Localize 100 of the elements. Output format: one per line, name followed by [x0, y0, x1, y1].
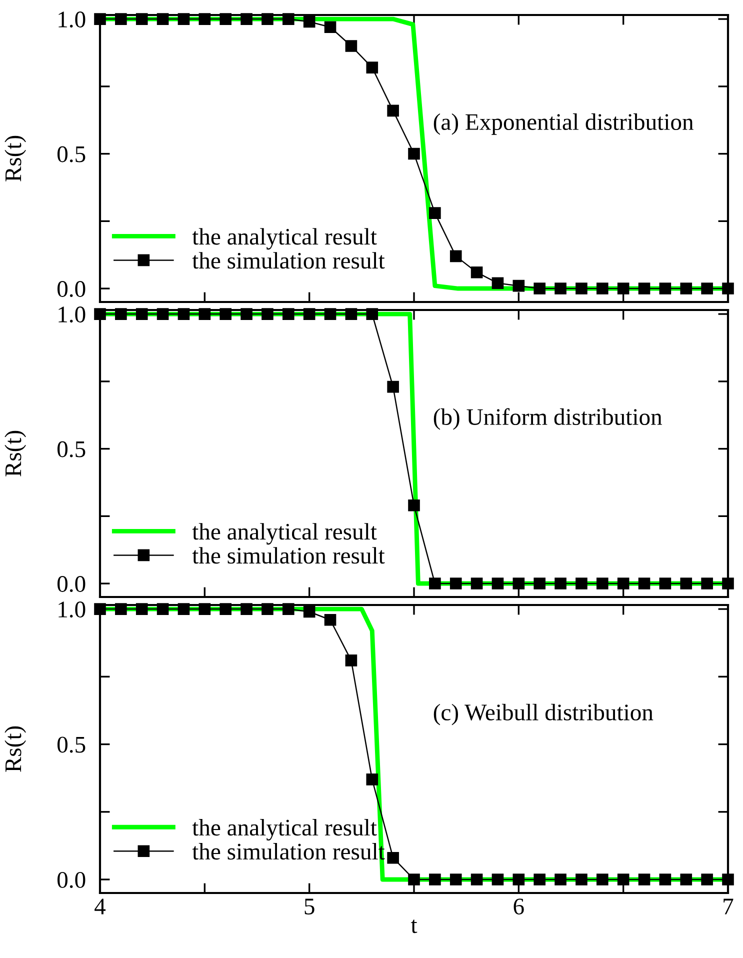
point: [240, 603, 252, 615]
x-tick-label: 4: [94, 898, 106, 914]
point: [512, 280, 525, 292]
point: [115, 308, 127, 320]
point: [554, 874, 566, 886]
point: [178, 603, 190, 615]
point: [429, 207, 441, 219]
point: [303, 606, 316, 618]
y-axis-title: Rs(t): [4, 136, 26, 182]
x-tick-label: 6: [514, 898, 524, 914]
point: [387, 104, 399, 117]
point: [345, 308, 358, 320]
point: [220, 308, 232, 320]
y-tick-label: 0.0: [57, 281, 86, 298]
point: [638, 578, 650, 590]
point: [617, 282, 630, 294]
point: [617, 578, 630, 590]
x-axis-title: t: [410, 920, 418, 934]
point: [324, 21, 336, 34]
point: [366, 62, 378, 74]
point: [554, 282, 566, 294]
point: [701, 578, 713, 590]
point: [576, 282, 588, 294]
point: [722, 282, 734, 294]
x-tick-label: 5: [304, 898, 314, 914]
legend-label: the analytical result: [192, 523, 377, 545]
legend-label: the simulation result: [192, 252, 385, 269]
y-tick-label: 0.0: [57, 872, 86, 888]
point: [722, 578, 734, 590]
point: [534, 282, 546, 294]
point: [136, 603, 148, 615]
point: [470, 874, 483, 886]
point: [303, 308, 316, 320]
legend-label: the simulation result: [192, 547, 385, 564]
point: [198, 13, 211, 25]
point: [659, 874, 672, 886]
point: [136, 308, 148, 320]
point: [596, 282, 608, 294]
point: [387, 852, 399, 864]
point: [638, 282, 650, 294]
point: [136, 13, 148, 25]
point: [282, 603, 294, 615]
point: [492, 277, 504, 290]
point: [220, 13, 232, 25]
point: [450, 578, 462, 590]
y-axis-title: Rs(t): [4, 430, 26, 476]
legend-label: the analytical result: [192, 228, 377, 250]
point: [470, 266, 483, 278]
point: [638, 874, 650, 886]
point: [345, 654, 358, 666]
point: [554, 578, 566, 590]
point: [303, 16, 316, 28]
point: [659, 282, 672, 294]
point: [115, 13, 127, 25]
point: [156, 603, 169, 615]
point: [324, 308, 336, 320]
point: [470, 578, 483, 590]
point: [94, 13, 106, 25]
point: [282, 13, 294, 25]
point: [282, 308, 294, 320]
point: [198, 308, 211, 320]
point: [680, 282, 692, 294]
point: [156, 308, 169, 320]
point: [115, 603, 127, 615]
point: [596, 874, 608, 886]
y-tick-label: 0.0: [57, 576, 86, 592]
point: [492, 578, 504, 590]
point: [262, 308, 274, 320]
point: [680, 578, 692, 590]
point: [680, 874, 692, 886]
point: [429, 874, 441, 886]
y-tick-label: 0.5: [57, 441, 86, 458]
x-tick-label: 7: [724, 898, 734, 914]
point: [722, 874, 734, 886]
legend-label: the analytical result: [192, 819, 377, 841]
point: [240, 13, 252, 25]
point: [701, 282, 713, 294]
point: [617, 874, 630, 886]
point: [429, 578, 441, 590]
point: [345, 40, 358, 52]
y-tick-label: 1.0: [58, 306, 86, 323]
annotation: (b) Uniform distribution: [434, 408, 662, 430]
point: [366, 774, 378, 786]
y-axis-title: Rs(t): [4, 726, 26, 772]
point: [492, 874, 504, 886]
point: [156, 13, 169, 25]
point: [94, 603, 106, 615]
point: [450, 250, 462, 262]
point: [178, 308, 190, 320]
point: [576, 578, 588, 590]
point: [387, 380, 399, 393]
point: [659, 578, 672, 590]
point: [408, 499, 420, 512]
annotation: (a) Exponential distribution: [434, 113, 694, 135]
point: [324, 614, 336, 626]
point: [408, 148, 420, 160]
y-tick-label: 0.5: [57, 146, 86, 162]
point: [701, 874, 713, 886]
point: [576, 874, 588, 886]
point: [366, 308, 378, 320]
